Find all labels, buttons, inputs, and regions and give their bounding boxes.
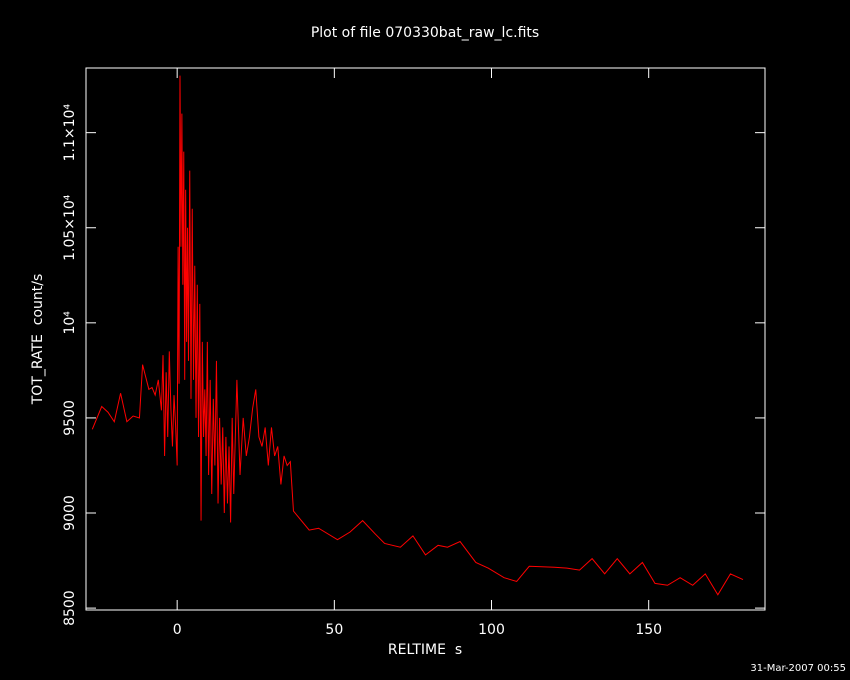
y-tick-label: 10⁴ bbox=[62, 311, 78, 335]
chart-title: Plot of file 070330bat_raw_lc.fits bbox=[311, 25, 539, 41]
x-tick-label: 100 bbox=[478, 622, 505, 638]
x-tick-label: 150 bbox=[635, 622, 662, 638]
plot-frame bbox=[85, 67, 766, 611]
x-axis-label: RELTIME s bbox=[388, 642, 462, 658]
y-axis-label: TOT_RATE count/s bbox=[30, 274, 46, 406]
y-tick-label: 9500 bbox=[62, 400, 78, 436]
y-tick-label: 1.1×10⁴ bbox=[62, 104, 78, 162]
data-line bbox=[91, 75, 744, 596]
y-tick-label: 9000 bbox=[62, 495, 78, 531]
x-tick-label: 0 bbox=[173, 622, 182, 638]
y-tick-label: 8500 bbox=[62, 590, 78, 626]
x-tick-label: 50 bbox=[325, 622, 343, 638]
timestamp: 31-Mar-2007 00:55 bbox=[750, 663, 846, 674]
y-tick-label: 1.05×10⁴ bbox=[62, 194, 78, 261]
